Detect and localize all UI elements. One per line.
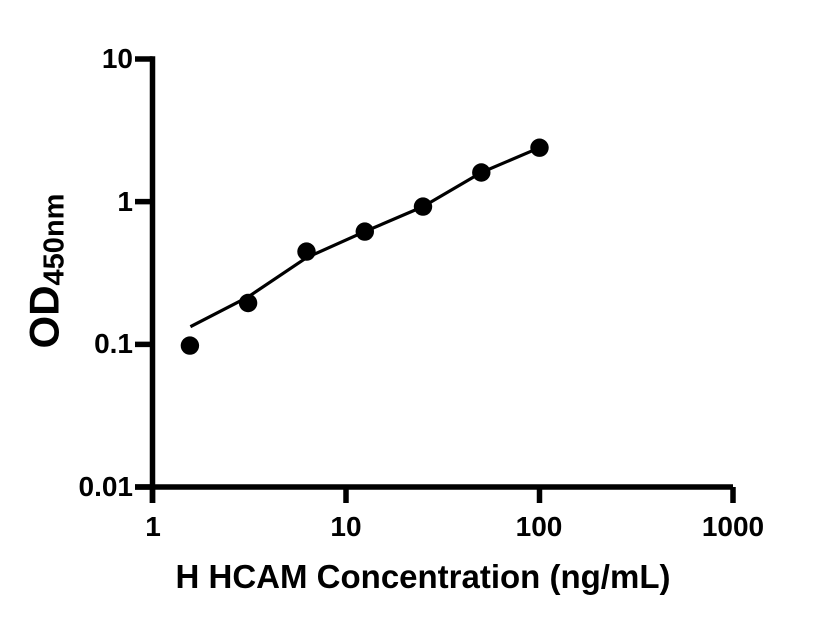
- y-axis-title-subscript: 450nm: [38, 193, 71, 286]
- x-tick-label-1000: 1000: [701, 511, 765, 542]
- data-point: [355, 222, 374, 241]
- x-axis-title: H HCAM Concentration (ng/mL): [175, 558, 671, 595]
- data-point: [297, 242, 316, 261]
- y-tick-label-0.01: 0.01: [78, 471, 134, 502]
- x-tick-label-100: 100: [515, 511, 563, 542]
- data-point: [180, 336, 200, 355]
- y-axis-title: OD450nm: [21, 194, 72, 349]
- y-tick-label-1: 1: [117, 186, 133, 217]
- y-tick-label-10: 10: [101, 43, 133, 74]
- x-tick-label-1: 1: [145, 511, 161, 542]
- y-axis-title-main: OD: [20, 285, 68, 349]
- data-point: [413, 197, 433, 216]
- data-point: [530, 138, 549, 157]
- data-point: [238, 293, 258, 313]
- x-tick-label-10: 10: [330, 511, 362, 542]
- data-point: [472, 163, 491, 182]
- y-tick-label-0.1: 0.1: [94, 328, 133, 359]
